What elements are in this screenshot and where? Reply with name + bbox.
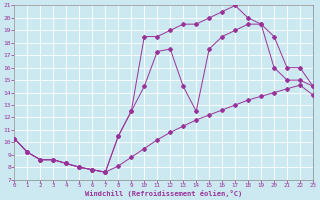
X-axis label: Windchill (Refroidissement éolien,°C): Windchill (Refroidissement éolien,°C)	[85, 190, 242, 197]
